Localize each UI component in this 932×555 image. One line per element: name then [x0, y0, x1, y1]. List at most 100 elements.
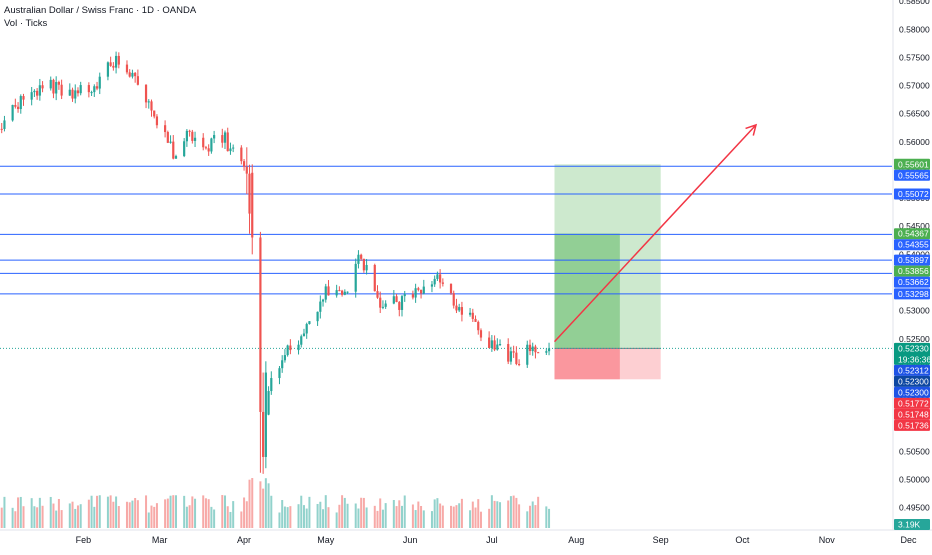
candle-body: [49, 79, 52, 89]
candle-body: [488, 337, 491, 348]
price-axis-label: [894, 265, 930, 277]
volume-bar: [357, 508, 360, 528]
candle-body: [95, 86, 99, 89]
volume-bar: [392, 500, 395, 528]
candle-body: [98, 76, 101, 89]
candle-body: [136, 76, 139, 85]
candle-body: [11, 104, 14, 121]
candle-body: [213, 135, 216, 139]
volume-bar: [515, 497, 518, 528]
candle-body: [286, 345, 289, 356]
volume-bar: [362, 497, 365, 528]
volume-bar: [452, 506, 455, 528]
volume-bar: [11, 507, 14, 528]
volume-bar: [300, 495, 303, 528]
price-axis-label: [894, 419, 930, 431]
volume-bar: [191, 496, 194, 528]
price-axis-label-text: 0.52300: [898, 387, 929, 397]
candle-body: [210, 138, 213, 152]
candle-body: [433, 278, 436, 285]
time-tick-label: Oct: [735, 535, 750, 545]
candle-body: [362, 258, 365, 271]
candle-body: [128, 72, 131, 77]
volume-bar: [128, 502, 131, 528]
volume-bar: [79, 504, 82, 528]
volume-bar: [507, 500, 510, 528]
volume-bar: [57, 498, 60, 528]
volume-bar: [526, 511, 529, 528]
volume-bar: [490, 495, 493, 528]
volume-bar: [531, 501, 534, 528]
price-tick-label: 0.50500: [899, 446, 930, 456]
volume-bar: [251, 478, 254, 528]
volume-bar: [384, 503, 387, 528]
volume-bar: [316, 503, 319, 528]
time-tick-label: Sep: [653, 535, 669, 545]
volume-bar: [488, 508, 491, 528]
price-axis-label-text: 0.53298: [898, 289, 929, 299]
candle-body: [422, 286, 425, 294]
horizontal-levels[interactable]: [0, 165, 892, 349]
volume-bar: [14, 511, 17, 528]
candle-body: [419, 289, 423, 294]
candle-body: [150, 101, 153, 111]
candle-body: [365, 264, 368, 271]
candle-body: [242, 161, 246, 167]
candle-body: [455, 305, 458, 311]
volume-bar: [308, 496, 311, 528]
candle-body: [125, 64, 129, 73]
candle-body: [411, 294, 414, 298]
volume-bar: [278, 512, 281, 528]
loss-zone-filled: [554, 348, 620, 380]
candle-body: [166, 132, 169, 143]
price-axis-label-text: 0.53897: [898, 255, 929, 265]
projection-arrow[interactable]: [553, 123, 758, 343]
candle-body: [172, 141, 175, 159]
long-position-tool[interactable]: [554, 164, 661, 380]
volume-bar: [150, 505, 153, 528]
candle-body: [327, 286, 330, 296]
price-axis-label: [894, 239, 930, 251]
candle-body: [112, 65, 115, 68]
volume-bar: [338, 504, 341, 528]
volume-bar: [224, 495, 227, 528]
volume-bar: [112, 501, 115, 528]
price-tick-label: 0.54500: [899, 221, 930, 231]
time-axis[interactable]: Feb Mar Apr May Jun Jul Aug Sep Oct Nov Dec: [0, 529, 932, 545]
symbol-title[interactable]: Australian Dollar / Swiss Franc · 1D · O…: [4, 5, 197, 16]
candle-body: [545, 351, 548, 353]
candle-body: [343, 291, 346, 295]
arrow-head: [745, 123, 758, 136]
candle-body: [439, 274, 442, 283]
volume-bar: [381, 509, 384, 528]
candle-body: [417, 288, 420, 290]
volume-bar: [213, 509, 216, 528]
volume-bar: [125, 501, 128, 528]
candle-body: [308, 321, 311, 325]
candle-body: [395, 296, 398, 303]
price-axis-label: [894, 158, 930, 170]
price-axis-label-text: 0.52300: [898, 376, 929, 386]
candle-body: [319, 301, 322, 312]
volume-bar: [354, 503, 357, 528]
volume-label[interactable]: Vol · Ticks: [4, 18, 48, 29]
candle-body: [430, 284, 434, 287]
candle-body: [169, 141, 172, 143]
candle-body: [202, 137, 205, 148]
candle-body: [528, 344, 532, 352]
volume-bar: [327, 507, 330, 528]
candle-body: [547, 348, 551, 352]
volume-bar: [420, 505, 423, 528]
price-axis-label: [894, 342, 930, 365]
price-axis-label-text: 0.53856: [898, 266, 929, 276]
volume-bar: [147, 512, 150, 528]
volume-bar: [55, 510, 58, 528]
price-axis-label: [894, 228, 930, 240]
candle-body: [471, 312, 474, 319]
price-axis-label: [894, 276, 930, 288]
volume-bar: [436, 498, 439, 528]
volume-bar: [259, 481, 262, 528]
candle-body: [74, 90, 77, 99]
